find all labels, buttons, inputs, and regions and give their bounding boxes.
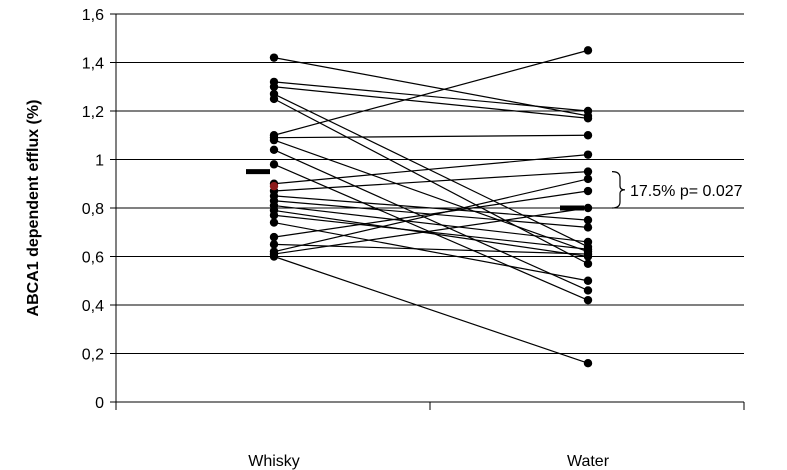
point-whisky (269, 94, 279, 104)
x-tick-marks (115, 402, 745, 410)
pair-line (273, 255, 589, 364)
point-whisky (269, 145, 279, 154)
pair-line (273, 154, 589, 185)
pair-line (273, 204, 589, 243)
point-water (583, 259, 593, 268)
category-label-whisky: Whisky (248, 453, 300, 470)
y-tick-label: 1,4 (82, 56, 104, 73)
pair-line (273, 171, 589, 192)
point-water (583, 295, 593, 305)
point-water (583, 186, 593, 196)
point-water (583, 203, 593, 213)
point-water (583, 223, 593, 232)
point-water (583, 150, 593, 159)
pair-line (273, 86, 589, 119)
point-water (583, 286, 593, 295)
point-whisky (269, 135, 279, 145)
point-water (583, 167, 593, 176)
point-water (583, 237, 593, 247)
significance-annotation: 17.5% p= 0.027 (630, 183, 743, 200)
y-axis-label: ABCA1 dependent efflux (%) (25, 100, 42, 317)
y-tick-label: 1,6 (82, 7, 104, 24)
data-points (269, 46, 593, 368)
pair-line (273, 178, 589, 253)
pair-line (273, 81, 589, 112)
pair-line (273, 49, 589, 136)
point-whisky (269, 160, 279, 169)
y-tick-label: 0,8 (82, 201, 104, 218)
y-tick-label: 1 (95, 153, 104, 170)
point-water (583, 359, 593, 368)
point-water (583, 46, 593, 55)
paired-lines (273, 49, 589, 364)
pair-line (273, 214, 589, 250)
y-tick-label: 0 (95, 395, 104, 412)
point-water (583, 114, 593, 123)
pair-line (273, 190, 589, 238)
pair-line (273, 209, 589, 258)
y-tick-label: 0,6 (82, 250, 104, 267)
point-water (583, 131, 593, 140)
y-tick-label: 0,2 (82, 347, 104, 364)
pair-line (273, 93, 589, 248)
point-whisky (269, 82, 279, 91)
point-whisky (269, 240, 279, 249)
pair-line (273, 221, 589, 282)
pair-line (273, 139, 589, 253)
y-tick-labels: 0 0,2 0,4 0,6 0,8 1 1,2 1,4 1,6 (82, 7, 116, 412)
significance-brace (611, 171, 626, 209)
mean-markers (246, 169, 584, 211)
point-whisky (269, 53, 279, 62)
point-water (583, 276, 593, 285)
point-water (583, 249, 593, 259)
point-water (583, 106, 593, 116)
point-water (583, 215, 593, 225)
point-water (583, 174, 593, 184)
gridlines (116, 13, 744, 354)
category-label-water: Water (567, 453, 610, 470)
y-tick-label: 1,2 (82, 104, 104, 121)
pair-line (273, 134, 589, 139)
point-whisky (269, 232, 279, 242)
pair-line (273, 149, 589, 291)
point-whisky (269, 218, 279, 227)
pair-line (273, 207, 589, 255)
point-highlight (269, 181, 279, 191)
y-tick-label: 0,4 (82, 298, 104, 315)
point-whisky (269, 211, 279, 220)
point-whisky (269, 252, 279, 261)
